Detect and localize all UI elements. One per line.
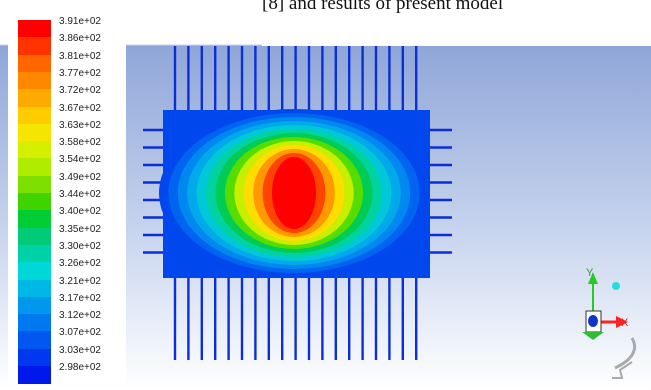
- legend-label: 3.35e+02: [59, 223, 101, 235]
- legend-swatch: [18, 227, 51, 246]
- legend-swatch: [18, 279, 51, 298]
- legend-swatch: [18, 331, 51, 350]
- color-legend: 3.91e+02 3.86e+02 3.81e+02 3.77e+02 3.72e+02…: [8, 14, 126, 384]
- legend-swatch: [18, 314, 51, 332]
- legend-swatch: [18, 37, 51, 56]
- legend-label: 3.07e+02: [59, 327, 101, 339]
- legend-entry: 3.30e+02: [18, 241, 128, 263]
- legend-swatch: [18, 244, 51, 263]
- legend-swatch: [18, 348, 51, 367]
- legend-swatch: [18, 193, 51, 211]
- legend-entry: 3.35e+02: [18, 224, 128, 246]
- legend-label: 3.67e+02: [59, 102, 101, 114]
- legend-label: 3.86e+02: [59, 33, 101, 45]
- legend-entry: 3.63e+02: [18, 120, 128, 142]
- legend-label: 3.58e+02: [59, 137, 101, 149]
- legend-label: 3.40e+02: [59, 206, 101, 218]
- figure-caption: [8] and results of present model: [262, 0, 651, 46]
- legend-entry: 3.07e+02: [18, 327, 128, 350]
- legend-swatch: [18, 71, 51, 90]
- legend-entry: 2.98e+02: [18, 362, 128, 384]
- legend-label: 3.21e+02: [59, 275, 101, 287]
- legend-entry: 3.54e+02: [18, 154, 128, 177]
- legend-entry: 3.67e+02: [18, 103, 128, 125]
- contour-band: [272, 157, 316, 229]
- legend-label: 3.26e+02: [59, 258, 101, 270]
- legend-label: 3.49e+02: [59, 171, 101, 183]
- legend-entry: 3.12e+02: [18, 310, 128, 332]
- legend-label: 3.44e+02: [59, 189, 101, 200]
- legend-entry: 3.91e+02: [18, 16, 128, 38]
- legend-label: 3.30e+02: [59, 240, 101, 252]
- legend-entry: 3.40e+02: [18, 206, 128, 229]
- legend-label: 3.03e+02: [59, 344, 101, 356]
- legend-label: 3.72e+02: [59, 85, 101, 97]
- legend-swatch: [18, 89, 51, 107]
- legend-swatch: [18, 141, 51, 159]
- legend-label: 3.77e+02: [59, 67, 101, 79]
- legend-entry: 3.03e+02: [18, 345, 128, 367]
- legend-entry: 3.86e+02: [18, 33, 128, 56]
- legend-entry: 3.44e+02: [18, 189, 128, 211]
- legend-entry: 3.21e+02: [18, 276, 128, 298]
- legend-label: 3.17e+02: [59, 292, 101, 304]
- legend-swatch: [18, 262, 51, 280]
- legend-entry: 3.72e+02: [18, 85, 128, 107]
- legend-entry: 3.17e+02: [18, 293, 128, 315]
- legend-swatch: [18, 20, 51, 38]
- legend-label: 3.81e+02: [59, 50, 101, 62]
- legend-entry: 3.49e+02: [18, 172, 128, 194]
- legend-swatch: [18, 366, 51, 384]
- legend-label: 3.63e+02: [59, 119, 101, 131]
- legend-label: 3.91e+02: [59, 16, 101, 27]
- legend-label: 3.12e+02: [59, 310, 101, 322]
- legend-label: 3.54e+02: [59, 154, 101, 166]
- legend-swatch: [18, 158, 51, 177]
- legend-entry: 3.81e+02: [18, 51, 128, 73]
- legend-swatch: [18, 296, 51, 315]
- legend-entry: 3.26e+02: [18, 258, 128, 280]
- legend-swatch: [18, 175, 51, 194]
- legend-entry: 3.77e+02: [18, 68, 128, 90]
- legend-swatch: [18, 54, 51, 73]
- caption-text: [8] and results of present model: [262, 0, 504, 14]
- legend-swatch: [18, 106, 51, 125]
- legend-swatch: [18, 210, 51, 229]
- legend-swatch: [18, 123, 51, 142]
- legend-entry: 3.58e+02: [18, 137, 128, 159]
- legend-label: 2.98e+02: [59, 362, 101, 373]
